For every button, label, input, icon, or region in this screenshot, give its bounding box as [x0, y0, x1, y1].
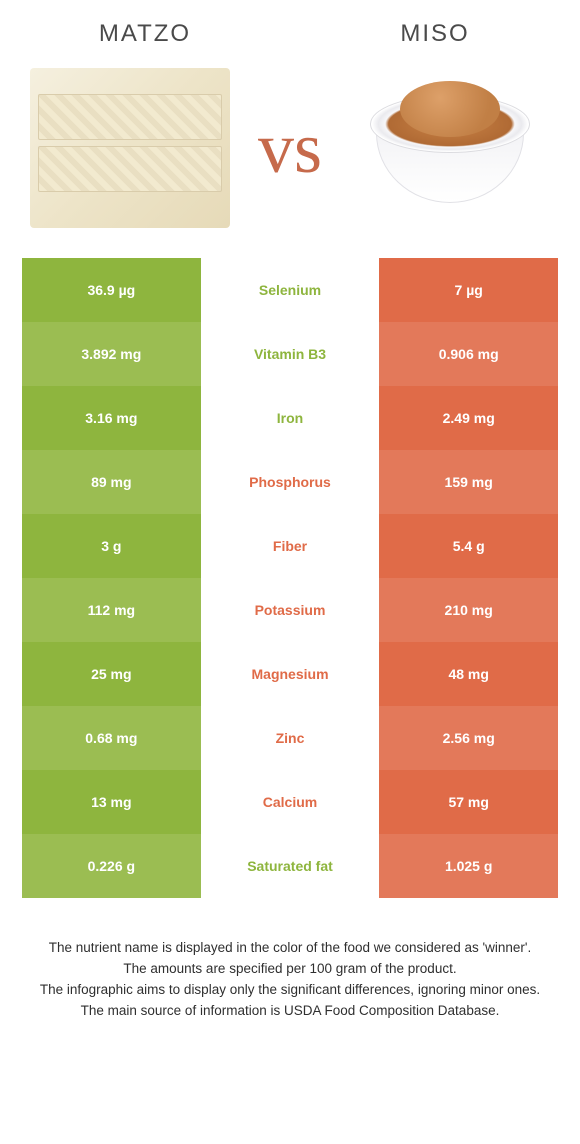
nutrient-label: Iron: [201, 386, 380, 450]
value-food-a: 36.9 µg: [22, 258, 201, 322]
hero-row: vs: [0, 60, 580, 258]
nutrient-label: Phosphorus: [201, 450, 380, 514]
footer-line: The main source of information is USDA F…: [34, 1001, 546, 1022]
value-food-b: 0.906 mg: [379, 322, 558, 386]
value-food-a: 112 mg: [22, 578, 201, 642]
value-food-b: 159 mg: [379, 450, 558, 514]
value-food-a: 0.68 mg: [22, 706, 201, 770]
nutrient-label: Fiber: [201, 514, 380, 578]
food-a-title: Matzo: [0, 20, 290, 48]
nutrient-table: 36.9 µgSelenium7 µg3.892 mgVitamin B30.9…: [22, 258, 558, 898]
nutrient-label: Saturated fat: [201, 834, 380, 898]
table-row: 3.892 mgVitamin B30.906 mg: [22, 322, 558, 386]
value-food-b: 2.49 mg: [379, 386, 558, 450]
table-row: 3.16 mgIron2.49 mg: [22, 386, 558, 450]
value-food-a: 3.892 mg: [22, 322, 201, 386]
table-row: 89 mgPhosphorus159 mg: [22, 450, 558, 514]
table-row: 3 gFiber5.4 g: [22, 514, 558, 578]
value-food-b: 2.56 mg: [379, 706, 558, 770]
footer-line: The amounts are specified per 100 gram o…: [34, 959, 546, 980]
matzo-image: [30, 68, 230, 228]
footer-line: The nutrient name is displayed in the co…: [34, 938, 546, 959]
nutrient-label: Calcium: [201, 770, 380, 834]
value-food-b: 5.4 g: [379, 514, 558, 578]
value-food-a: 3.16 mg: [22, 386, 201, 450]
table-row: 36.9 µgSelenium7 µg: [22, 258, 558, 322]
value-food-a: 89 mg: [22, 450, 201, 514]
nutrient-label: Zinc: [201, 706, 380, 770]
value-food-b: 1.025 g: [379, 834, 558, 898]
miso-image: [350, 68, 550, 228]
table-row: 25 mgMagnesium48 mg: [22, 642, 558, 706]
vs-label: vs: [248, 112, 332, 184]
table-row: 0.226 gSaturated fat1.025 g: [22, 834, 558, 898]
value-food-a: 13 mg: [22, 770, 201, 834]
nutrient-label: Vitamin B3: [201, 322, 380, 386]
nutrient-label: Selenium: [201, 258, 380, 322]
value-food-a: 3 g: [22, 514, 201, 578]
value-food-b: 48 mg: [379, 642, 558, 706]
title-row: Matzo Miso: [0, 0, 580, 60]
value-food-b: 57 mg: [379, 770, 558, 834]
value-food-a: 25 mg: [22, 642, 201, 706]
infographic-container: Matzo Miso vs 36.9 µgSelenium7 µg3.892 m…: [0, 0, 580, 1052]
value-food-a: 0.226 g: [22, 834, 201, 898]
value-food-b: 7 µg: [379, 258, 558, 322]
nutrient-label: Potassium: [201, 578, 380, 642]
value-food-b: 210 mg: [379, 578, 558, 642]
table-row: 0.68 mgZinc2.56 mg: [22, 706, 558, 770]
footer-notes: The nutrient name is displayed in the co…: [0, 898, 580, 1052]
footer-line: The infographic aims to display only the…: [34, 980, 546, 1001]
miso-bowl-icon: [370, 113, 530, 213]
table-row: 112 mgPotassium210 mg: [22, 578, 558, 642]
nutrient-label: Magnesium: [201, 642, 380, 706]
table-row: 13 mgCalcium57 mg: [22, 770, 558, 834]
food-b-title: Miso: [290, 20, 580, 48]
